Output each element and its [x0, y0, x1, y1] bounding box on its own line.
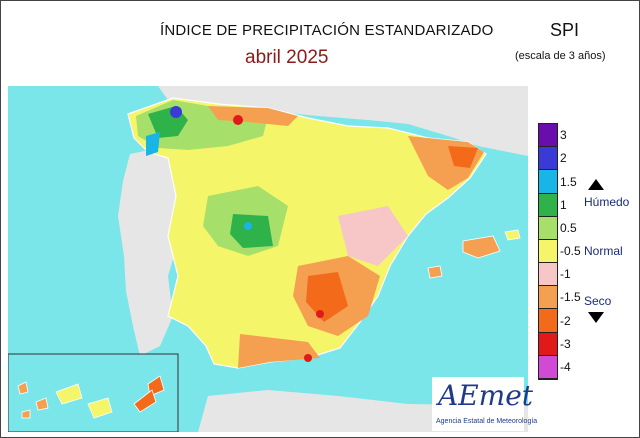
hierro-island [21, 409, 31, 419]
murcia-very-dry [306, 272, 348, 322]
tenerife-island [55, 383, 83, 405]
legend-tick-label: 2 [560, 151, 567, 166]
east-mild-dry [338, 206, 408, 266]
legend-tick-label: -1 [560, 267, 571, 282]
legend-swatch [539, 147, 557, 171]
south-coast-dry [238, 334, 320, 368]
legend-swatch [539, 263, 557, 287]
legend-swatch [539, 286, 557, 310]
legend-swatch [539, 170, 557, 194]
mallorca-island [462, 235, 501, 259]
portugal-area [118, 146, 183, 356]
legend-tick-label: -1.5 [560, 290, 581, 305]
madrid-very-wet [244, 222, 252, 230]
galicia-west-wet [146, 132, 160, 156]
map-svg [7, 86, 528, 433]
almeria-extreme-dry [304, 354, 312, 362]
menorca-island [504, 229, 521, 241]
legend-swatch [539, 216, 557, 240]
normal-label: Normal [584, 244, 623, 258]
down-arrow-icon [588, 312, 604, 323]
humid-label: Húmedo [584, 195, 630, 209]
legend-tick-label: 3 [560, 128, 567, 143]
legend-tick-label: 1 [560, 197, 567, 212]
legend-tick-label: 1.5 [560, 174, 577, 189]
fuerteventura-island [133, 389, 157, 413]
grancanaria-island [87, 397, 113, 419]
murcia-extreme-dry [316, 310, 324, 318]
cantabria-dry [208, 106, 298, 126]
scale-note: (escala de 3 años) [515, 50, 606, 62]
map-title: ÍNDICE DE PRECIPITACIÓN ESTANDARIZADO [160, 22, 494, 39]
legend-tick-label: -2 [560, 313, 571, 328]
lapalma-island [17, 381, 29, 395]
legend-tick-label: -4 [560, 360, 571, 374]
legend-tick-label: 0.5 [560, 220, 577, 235]
galicia-very-wet [170, 106, 182, 118]
france-area [158, 86, 528, 156]
madrid-wet-zone [230, 214, 273, 248]
legend-swatch [539, 332, 557, 356]
legend-swatch [539, 193, 557, 217]
legend-swatch [539, 355, 557, 379]
map-period: abril 2025 [245, 47, 329, 68]
legend-swatch [539, 309, 557, 333]
spi-legend [538, 123, 558, 380]
ibiza-island [427, 265, 443, 279]
catalonia-very-dry [448, 146, 478, 168]
legend-swatch [539, 124, 557, 148]
legend-tick-label: -0.5 [560, 244, 581, 259]
legend-tick-label: -3 [560, 336, 571, 351]
logo-wordmark: AEmet [438, 379, 534, 412]
gomera-island [35, 397, 49, 411]
cantabria-very-dry [233, 115, 243, 125]
dry-label: Seco [584, 294, 612, 308]
logo-subtitle: Agencia Estatal de Meteorología [436, 418, 538, 425]
legend-swatch [539, 239, 557, 264]
spain-map [7, 86, 528, 433]
up-arrow-icon [588, 179, 604, 190]
aemet-logo: AEmet Agencia Estatal de Meteorología [432, 377, 537, 431]
index-name: SPI [550, 20, 580, 40]
